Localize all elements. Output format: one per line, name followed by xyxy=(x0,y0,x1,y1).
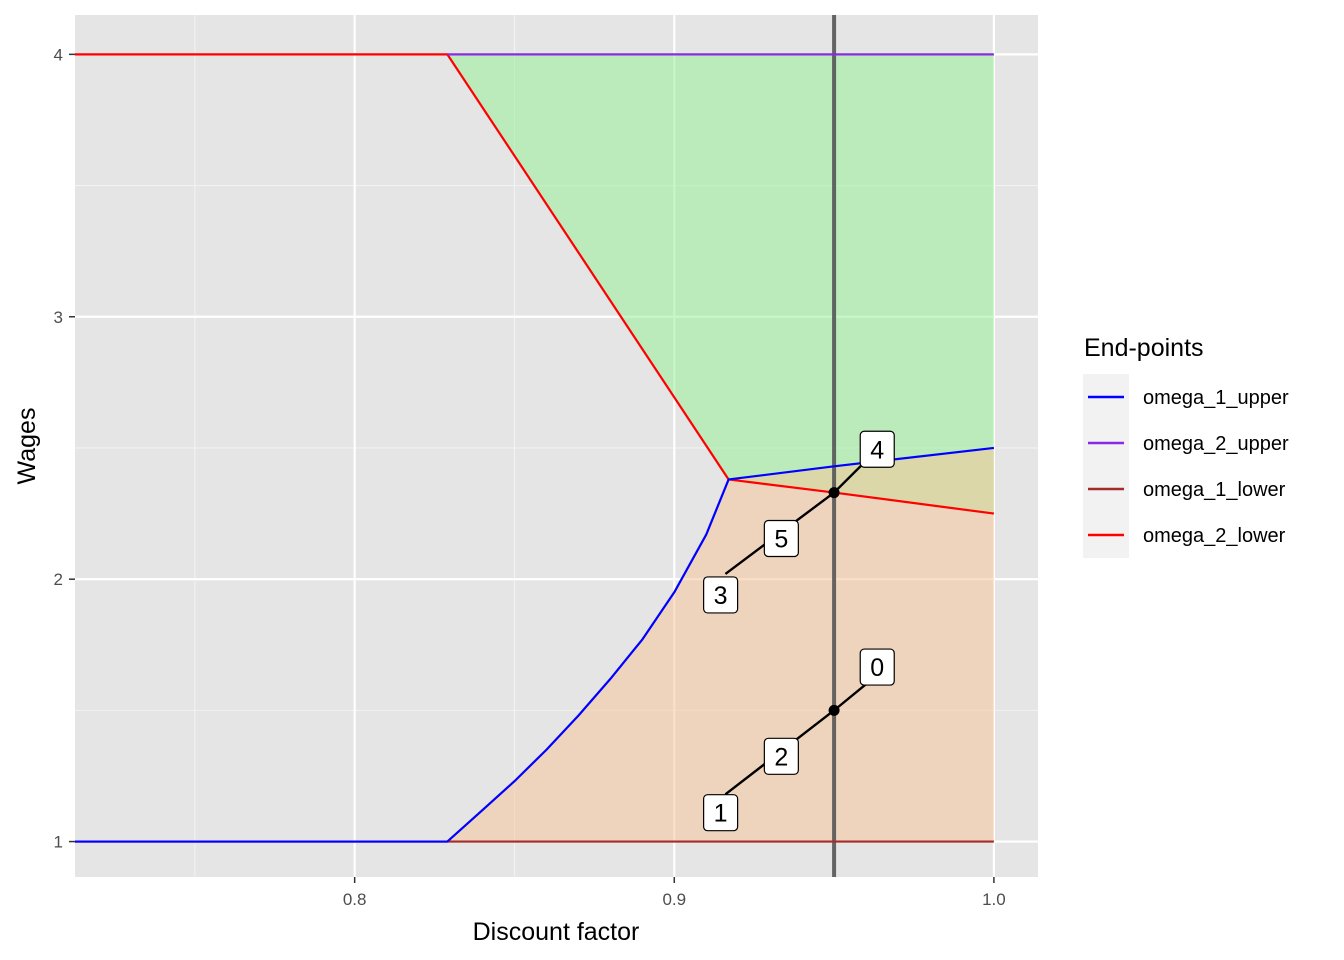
legend-label-omega_1_upper: omega_1_upper xyxy=(1143,387,1289,409)
point-label-box xyxy=(859,430,895,468)
legend-title: End-points xyxy=(1084,334,1204,362)
legend-label-omega_1_lower: omega_1_lower xyxy=(1143,479,1286,501)
legend-key-background xyxy=(1083,374,1129,558)
point-label-box xyxy=(763,519,799,558)
x-tick-label: 0.9 xyxy=(662,890,686,909)
x-tick-label: 0.8 xyxy=(343,890,367,909)
y-axis-ticks: 1 2 3 4 xyxy=(54,45,75,852)
x-axis-ticks: 0.8 0.9 1.0 xyxy=(343,877,1006,909)
series-lines xyxy=(75,53,995,843)
point-label-4: 4 xyxy=(859,430,895,468)
point-label-box xyxy=(703,794,739,832)
point-label-text: 2 xyxy=(774,743,788,771)
legend-label-omega_2_lower: omega_2_lower xyxy=(1143,525,1286,547)
y-tick-label: 1 xyxy=(54,833,63,852)
point-label-box xyxy=(703,576,739,614)
y-tick-label: 2 xyxy=(54,570,63,589)
point-label-5: 5 xyxy=(763,519,799,558)
y-axis-title: Wages xyxy=(13,408,41,485)
shaded-region-0 xyxy=(447,54,994,514)
shaded-region-1 xyxy=(447,447,994,842)
shaded-regions xyxy=(447,54,994,842)
point-label-text: 1 xyxy=(714,800,728,828)
series-line-omega_1_upper xyxy=(75,446,995,843)
point-label-text: 5 xyxy=(774,525,788,553)
legend: End-points omega_1_upper omega_2_upperome… xyxy=(1083,334,1289,558)
point-label-text: 0 xyxy=(870,654,884,682)
data-point-1 xyxy=(828,487,840,499)
data-points xyxy=(828,487,840,716)
data-point-0 xyxy=(828,704,840,716)
point-label-text: 4 xyxy=(870,436,884,464)
point-label-box xyxy=(859,648,895,686)
point-label-2: 2 xyxy=(763,737,799,775)
x-axis-title: Discount factor xyxy=(473,918,640,946)
point-label-1: 1 xyxy=(703,794,739,832)
x-tick-label: 1.0 xyxy=(982,890,1006,909)
legend-label-omega_2_upper: omega_2_upper xyxy=(1143,433,1289,455)
point-label-0: 0 xyxy=(859,648,895,686)
point-labels: 0 1 2 3 4 5 xyxy=(703,430,895,832)
point-label-3: 3 xyxy=(703,576,739,614)
y-tick-label: 3 xyxy=(54,308,63,327)
point-label-text: 3 xyxy=(714,582,728,610)
point-label-box xyxy=(763,737,799,775)
y-tick-label: 4 xyxy=(54,45,63,64)
